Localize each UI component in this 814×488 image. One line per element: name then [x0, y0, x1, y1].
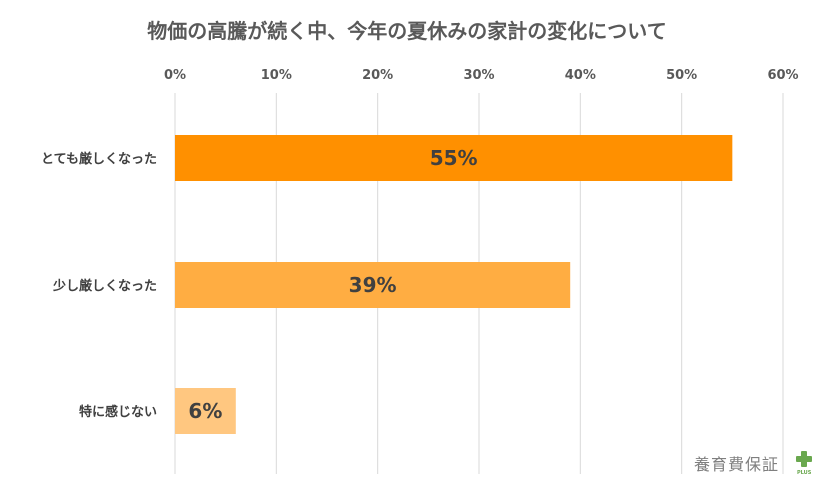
logo: 養育費保証 PLUS: [694, 451, 812, 476]
bar: [175, 262, 571, 308]
x-tick-label: 30%: [463, 68, 494, 83]
x-tick-label: 20%: [362, 68, 393, 83]
bar: [175, 135, 733, 181]
data-label: 6%: [188, 399, 222, 423]
chart-title: 物価の高騰が続く中、今年の夏休みの家計の変化について: [147, 19, 666, 43]
bar: [175, 388, 236, 434]
logo-plus-text: PLUS: [797, 470, 812, 476]
category-label: 特に感じない: [79, 404, 157, 420]
data-label: 55%: [430, 146, 478, 170]
x-tick-label: 40%: [565, 68, 596, 83]
data-label: 39%: [349, 273, 397, 297]
plus-cross-icon: [796, 451, 812, 467]
x-tick-label: 60%: [767, 68, 798, 83]
bars: [175, 135, 733, 434]
data-labels: 55% 39% 6%: [188, 146, 477, 423]
x-tick-label: 50%: [666, 68, 697, 83]
logo-text: 養育費保証: [694, 455, 779, 474]
category-label: 少し厳しくなった: [52, 278, 157, 294]
x-tick-label: 10%: [261, 68, 292, 83]
category-label: とても厳しくなった: [41, 151, 157, 167]
x-tick-label: 0%: [164, 68, 186, 83]
x-axis-ticks: 0% 10% 20% 30% 40% 50% 60%: [164, 68, 799, 83]
